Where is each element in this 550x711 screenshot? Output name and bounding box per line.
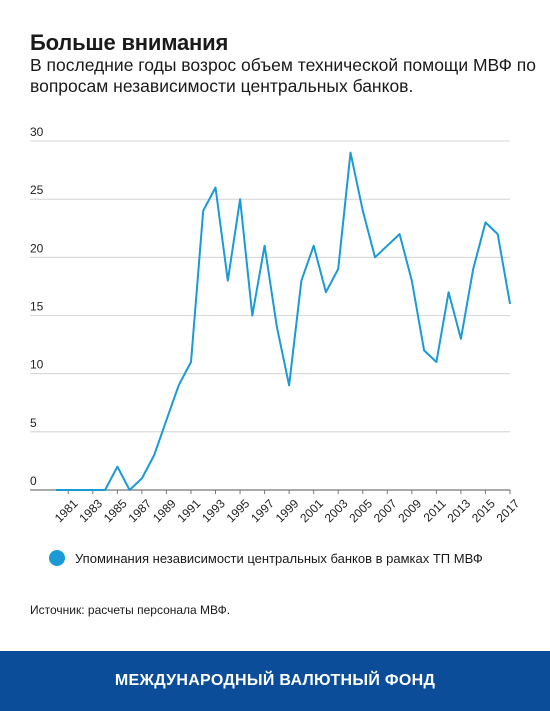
- x-tick-label: 1989: [150, 496, 179, 525]
- y-tick-label: 15: [30, 300, 44, 314]
- x-tick-label: 2001: [297, 496, 326, 525]
- series-line: [56, 151, 511, 491]
- y-tick-label: 10: [30, 358, 44, 372]
- x-tick-label: 1997: [248, 496, 277, 525]
- x-tick-label: 2003: [322, 496, 351, 525]
- y-tick-label: 5: [30, 416, 37, 430]
- y-tick-label: 25: [30, 183, 44, 197]
- x-tick-label: 2005: [346, 496, 375, 525]
- legend-marker: [49, 550, 65, 566]
- legend: Упоминания независимости центральных бан…: [49, 550, 483, 566]
- footer-banner: МЕЖДУНАРОДНЫЙ ВАЛЮТНЫЙ ФОНД: [0, 651, 550, 711]
- x-tick-label: 1991: [175, 496, 204, 525]
- x-tick-label: 1983: [76, 496, 105, 525]
- x-tick-label: 1987: [125, 496, 154, 525]
- x-tick-label: 1995: [224, 496, 253, 525]
- x-tick-label: 1985: [101, 496, 130, 525]
- x-tick-label: 2013: [444, 496, 473, 525]
- x-tick-label: 1981: [52, 496, 81, 525]
- y-tick-label: 0: [30, 474, 37, 488]
- y-tick-label: 30: [30, 125, 44, 139]
- chart-subtitle: В последние годы возрос объем техническо…: [30, 55, 537, 96]
- x-tick-label: 2017: [494, 496, 523, 525]
- x-tick-label: 2011: [421, 496, 449, 524]
- x-tick-label: 1999: [273, 496, 302, 525]
- x-tick-label: 2007: [371, 496, 400, 525]
- legend-label: Упоминания независимости центральных бан…: [75, 550, 483, 566]
- source-note: Источник: расчеты персонала МВФ.: [30, 603, 231, 617]
- x-tick-label: 2015: [469, 496, 498, 525]
- x-tick-label: 1993: [199, 496, 228, 525]
- x-tick-label: 2009: [395, 496, 424, 525]
- footer-org-name: МЕЖДУНАРОДНЫЙ ВАЛЮТНЫЙ ФОНД: [114, 672, 436, 689]
- chart-title: Больше внимания: [30, 30, 229, 55]
- y-tick-label: 20: [30, 241, 44, 255]
